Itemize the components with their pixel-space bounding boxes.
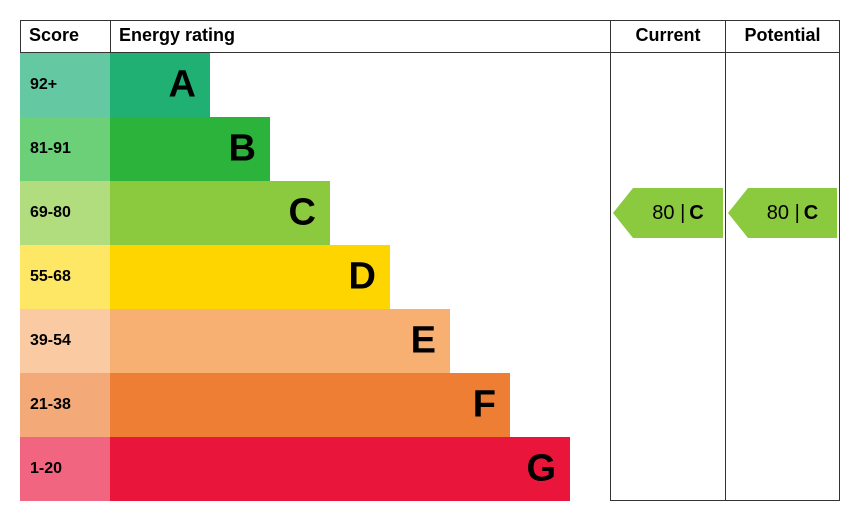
header-potential: Potential [725,21,840,52]
header-current: Current [610,21,725,52]
energy-rating-chart: Score Energy rating Current Potential 92… [20,20,840,501]
header-row: Score Energy rating Current Potential [20,21,840,53]
current-column: 80 | C [610,181,725,245]
bar-area: F [110,373,610,437]
current-column [610,373,725,437]
bar-area: C [110,181,610,245]
potential-column [725,53,840,117]
arrow-point-icon [613,188,633,238]
band-row-e: 39-54 E [20,309,840,373]
current-column [610,309,725,373]
rating-bar-a: A [110,53,210,117]
rating-letter: C [289,192,316,235]
current-column [610,437,725,501]
rating-letter: C [689,202,703,225]
score-range: 21-38 [20,373,110,437]
rating-letter: F [473,384,496,427]
band-row-b: 81-91 B [20,117,840,181]
score-range: 55-68 [20,245,110,309]
rating-bar-g: G [110,437,570,501]
band-row-a: 92+ A [20,53,840,117]
arrow-point-icon [728,188,748,238]
band-row-d: 55-68 D [20,245,840,309]
rating-letter: E [411,320,436,363]
rating-letter: B [229,128,256,171]
potential-column [725,309,840,373]
score-range: 81-91 [20,117,110,181]
current-column [610,245,725,309]
bands-container: 92+A81-91B69-80C80 | C80 | C55-68D39-54E… [20,53,840,501]
bar-area: A [110,53,610,117]
rating-bar-c: C [110,181,330,245]
band-row-g: 1-20 G [20,437,840,501]
potential-rating-tag: 80 | C [728,188,837,238]
score-range: 92+ [20,53,110,117]
potential-column [725,245,840,309]
current-column [610,53,725,117]
potential-column: 80 | C [725,181,840,245]
potential-column [725,437,840,501]
rating-letter: C [804,202,818,225]
header-rating: Energy rating [110,21,610,52]
score-range: 39-54 [20,309,110,373]
rating-letter: D [349,256,376,299]
bar-area: D [110,245,610,309]
band-row-c: 69-80C80 | C80 | C [20,181,840,245]
potential-column [725,373,840,437]
potential-column [725,117,840,181]
band-row-f: 21-38 F [20,373,840,437]
bar-area: B [110,117,610,181]
rating-letter: A [169,64,196,107]
score-range: 69-80 [20,181,110,245]
rating-tag-body: 80 | C [748,188,837,238]
rating-bar-d: D [110,245,390,309]
score-range: 1-20 [20,437,110,501]
bar-area: G [110,437,610,501]
rating-value: 80 | [767,202,800,225]
rating-letter: G [526,448,556,491]
rating-bar-b: B [110,117,270,181]
header-score: Score [20,21,110,52]
current-rating-tag: 80 | C [613,188,723,238]
bar-area: E [110,309,610,373]
rating-value: 80 | [652,202,685,225]
rating-tag-body: 80 | C [633,188,723,238]
rating-bar-f: F [110,373,510,437]
rating-bar-e: E [110,309,450,373]
current-column [610,117,725,181]
